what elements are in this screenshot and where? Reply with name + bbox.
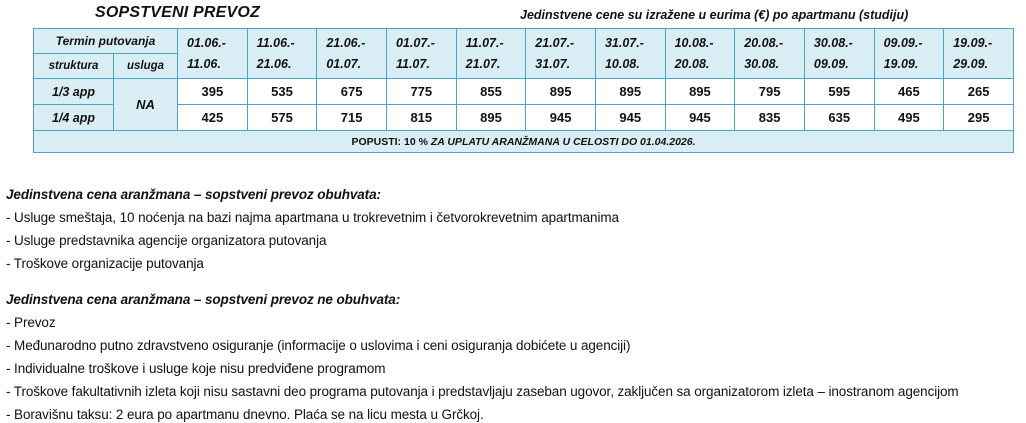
price-cell: 675 bbox=[316, 78, 387, 105]
price-cell: 895 bbox=[664, 78, 736, 105]
price-cell: 575 bbox=[246, 104, 318, 131]
period-header-cell: 01.06.- 11.06. bbox=[177, 28, 248, 79]
table-row: 1/3 app NA 395 535 675 775 855 895 895 8… bbox=[33, 78, 1014, 131]
price-cell: 945 bbox=[594, 104, 666, 131]
exclude-item: - Međunarodno putno zdravstveno osiguran… bbox=[6, 338, 631, 353]
price-cell: 465 bbox=[873, 78, 945, 105]
usluga-value-cell: NA bbox=[112, 78, 179, 131]
struktura-header-cell: struktura bbox=[33, 53, 114, 79]
price-cell: 535 bbox=[246, 78, 318, 105]
header-row-termin: Termin putovanja 01.06.- 11.06. 11.06.- … bbox=[32, 28, 1014, 79]
currency-note: Jedinstvene cene su izražene u eurima (€… bbox=[520, 8, 909, 22]
period-header-cell: 11.07.- 21.07. bbox=[455, 28, 527, 79]
exclude-item: - Troškove fakultativnih izleta koji nis… bbox=[6, 384, 959, 399]
period-header-cell: 10.08.- 20.08. bbox=[664, 28, 736, 79]
price-cell: 635 bbox=[803, 104, 875, 131]
row-label-1-4-app: 1/4 app bbox=[33, 104, 114, 131]
price-cell: 295 bbox=[943, 104, 1014, 131]
period-header-cell: 21.07.- 31.07. bbox=[525, 28, 596, 79]
price-cell: 835 bbox=[734, 104, 805, 131]
period-header-cell: 09.09.- 19.09. bbox=[873, 28, 945, 79]
discount-cell: POPUSTI: 10 % ZA UPLATU ARANŽMANA U CELO… bbox=[33, 130, 1014, 153]
price-table: Termin putovanja 01.06.- 11.06. 11.06.- … bbox=[32, 28, 1014, 153]
termin-header-cell: Termin putovanja bbox=[32, 28, 179, 54]
excludes-heading: Jedinstvena cena aranžmana – sopstveni p… bbox=[6, 292, 401, 307]
price-cell: 895 bbox=[455, 104, 527, 131]
price-cell: 715 bbox=[316, 104, 387, 131]
discount-detail: ZA UPLATU ARANŽMANA U CELOSTI DO 01.04.2… bbox=[430, 135, 696, 148]
header-row-struktura: struktura usluga bbox=[33, 53, 1014, 79]
include-item: - Usluge predstavnika agencije organizat… bbox=[6, 233, 327, 248]
period-header-cell: 19.09.- 29.09. bbox=[943, 28, 1014, 79]
period-header-cell: 11.06.- 21.06. bbox=[246, 28, 318, 79]
price-cell: 795 bbox=[734, 78, 805, 105]
includes-heading: Jedinstvena cena aranžmana – sopstveni p… bbox=[6, 187, 381, 202]
price-cell: 895 bbox=[594, 78, 666, 105]
price-cell: 495 bbox=[873, 104, 945, 131]
period-header-cell: 21.06.- 01.07. bbox=[316, 28, 387, 79]
period-header-cell: 30.08.- 09.09. bbox=[803, 28, 875, 79]
include-item: - Usluge smeštaja, 10 noćenja na bazi na… bbox=[6, 210, 619, 225]
usluga-header-cell: usluga bbox=[112, 53, 179, 79]
price-cell: 855 bbox=[455, 78, 527, 105]
period-header-cell: 01.07.- 11.07. bbox=[385, 28, 457, 79]
table-row: 1/4 app 425 575 715 815 895 945 945 945 … bbox=[33, 104, 1014, 131]
price-cell: 945 bbox=[525, 104, 596, 131]
price-cell: 775 bbox=[385, 78, 457, 105]
paragraph-gap bbox=[6, 275, 1021, 288]
price-cell: 895 bbox=[525, 78, 596, 105]
period-header-cell: 31.07.- 10.08. bbox=[594, 28, 666, 79]
exclude-item: - Prevoz bbox=[6, 315, 56, 330]
include-item: - Troškove organizacije putovanja bbox=[6, 256, 204, 271]
price-cell: 595 bbox=[803, 78, 875, 105]
exclude-item: - Boravišnu taksu: 2 eura po apartmanu d… bbox=[6, 407, 484, 422]
exclude-item: - Individualne troškove i usluge koje ni… bbox=[6, 361, 386, 376]
price-cell: 265 bbox=[943, 78, 1014, 105]
price-cell: 395 bbox=[177, 78, 248, 105]
price-cell: 815 bbox=[385, 104, 457, 131]
price-cell: 425 bbox=[177, 104, 248, 131]
discount-row: POPUSTI: 10 % ZA UPLATU ARANŽMANA U CELO… bbox=[33, 130, 1014, 153]
period-header-cell: 20.08.- 30.08. bbox=[734, 28, 805, 79]
price-cell: 945 bbox=[664, 104, 736, 131]
discount-prefix: POPUSTI: 10 % bbox=[351, 135, 431, 148]
page-title: SOPSTVENI PREVOZ bbox=[95, 4, 261, 21]
row-label-1-3-app: 1/3 app bbox=[33, 78, 114, 105]
notes-section: Jedinstvena cena aranžmana – sopstveni p… bbox=[6, 183, 1021, 423]
